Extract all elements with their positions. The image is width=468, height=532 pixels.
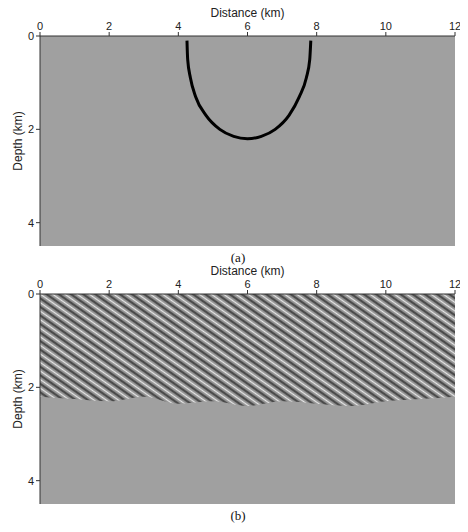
svg-text:12: 12 [449, 278, 460, 290]
svg-text:Depth (km): Depth (km) [11, 111, 25, 170]
svg-text:4: 4 [28, 475, 34, 487]
svg-text:4: 4 [28, 217, 34, 229]
svg-text:8: 8 [314, 20, 320, 32]
svg-text:2: 2 [28, 123, 34, 135]
svg-text:2: 2 [106, 20, 112, 32]
svg-text:12: 12 [449, 20, 460, 32]
svg-text:10: 10 [380, 20, 392, 32]
svg-text:4: 4 [175, 278, 181, 290]
html-text:(b): (b) [230, 508, 246, 523]
svg-text:6: 6 [244, 20, 250, 32]
svg-text:4: 4 [175, 20, 181, 32]
svg-text:0: 0 [28, 288, 34, 300]
svg-text:2: 2 [28, 381, 34, 393]
svg-text:8: 8 [314, 278, 320, 290]
svg-text:Depth (km): Depth (km) [11, 369, 25, 428]
svg-text:6: 6 [244, 278, 250, 290]
svg-text:Distance (km): Distance (km) [210, 8, 284, 20]
svg-text:0: 0 [37, 278, 43, 290]
svg-text:2: 2 [106, 278, 112, 290]
svg-text:0: 0 [28, 30, 34, 42]
html-text:(a): (a) [230, 250, 246, 265]
svg-text:0: 0 [37, 20, 43, 32]
svg-text:10: 10 [380, 278, 392, 290]
svg-text:Distance (km): Distance (km) [210, 266, 284, 278]
